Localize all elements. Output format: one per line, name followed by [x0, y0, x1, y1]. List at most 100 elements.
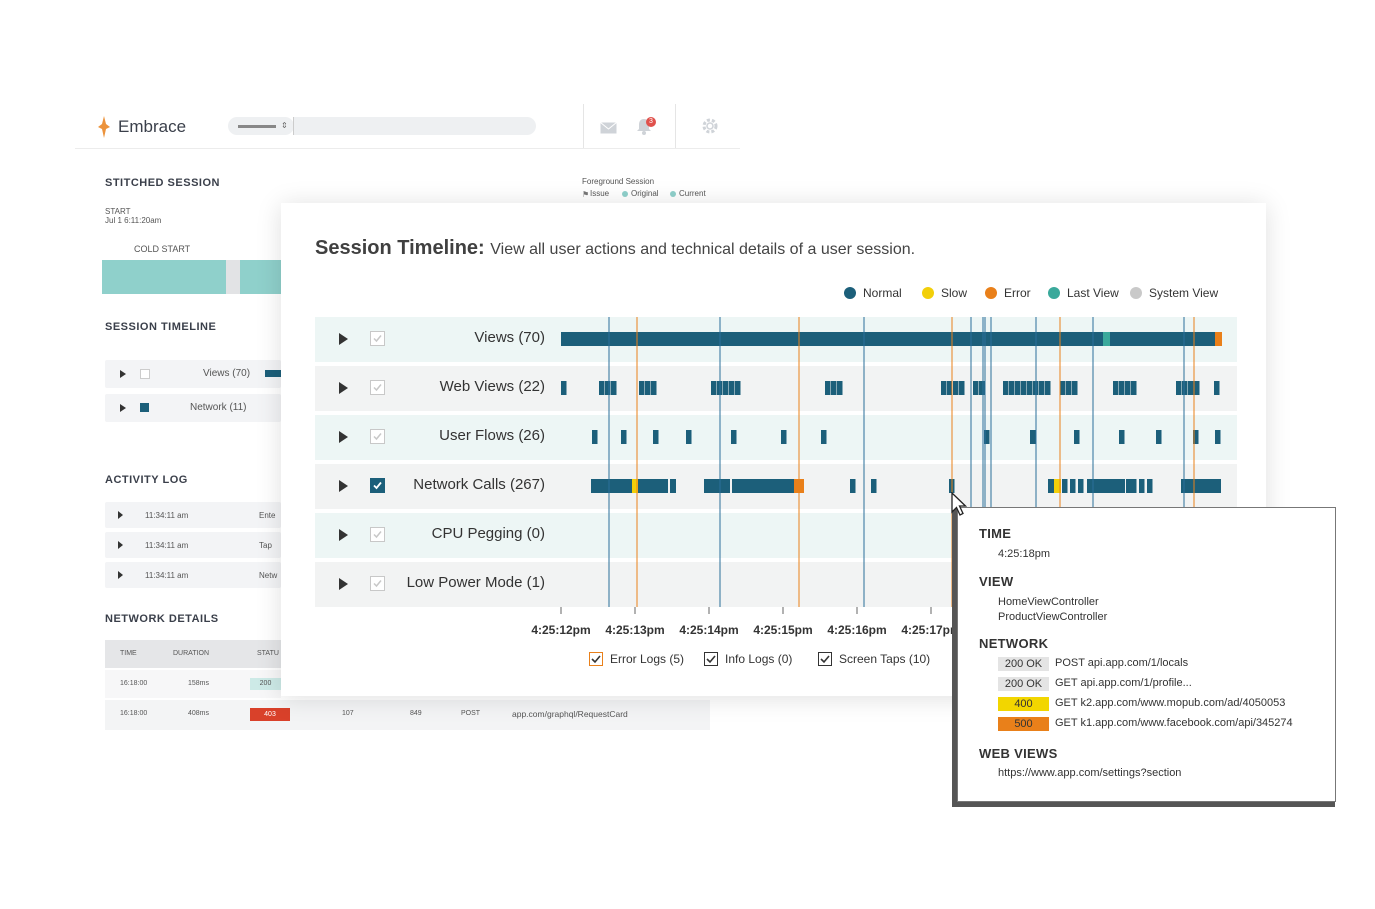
- timeline-event-bar: [732, 479, 794, 493]
- timeline-event-bar: [591, 479, 633, 493]
- timeline-event-bar: [1125, 381, 1131, 395]
- panel-title-bold: Session Timeline:: [315, 237, 485, 259]
- timeline-event-bar: [1194, 381, 1200, 395]
- timeline-event-bar: [1131, 381, 1137, 395]
- expand-icon[interactable]: [118, 571, 123, 579]
- row-checkbox[interactable]: [370, 527, 385, 542]
- legend-current: Current: [679, 189, 706, 198]
- legend-label: Normal: [863, 286, 902, 300]
- timeline-event-bar: [831, 381, 837, 395]
- legend-label: Last View: [1067, 286, 1119, 300]
- app-selector[interactable]: ⇕: [228, 117, 294, 135]
- timeline-event-bar: [561, 332, 1216, 346]
- network-call-line: GET k1.app.com/www.facebook.com/api/3452…: [1055, 717, 1293, 729]
- row-checkbox[interactable]: [370, 380, 385, 395]
- bg-timeline-row[interactable]: Views (70): [105, 360, 281, 388]
- activity-row[interactable]: 11:34:11 am Tap: [105, 532, 281, 558]
- last-view-dot-icon: [1048, 287, 1060, 299]
- row-checkbox[interactable]: [370, 331, 385, 346]
- timeline-event-bar: [973, 381, 979, 395]
- cell-c4: 107: [342, 710, 354, 717]
- timeline-event-bar: [611, 381, 617, 395]
- row-label: User Flows (26): [439, 427, 545, 444]
- start-label: START: [105, 207, 131, 216]
- timeline-event-bar: [592, 430, 598, 444]
- timeline-event-bar: [850, 479, 856, 493]
- toggle-error-logs[interactable]: Error Logs (5): [589, 652, 684, 666]
- toggle-info-logs[interactable]: Info Logs (0): [704, 652, 792, 666]
- time-axis-label: 4:25:12pm: [531, 623, 590, 637]
- status-badge: 200 OK: [998, 657, 1049, 671]
- network-table-row[interactable]: 16:18:00 408ms 403 107 849 POST app.com/…: [105, 700, 710, 730]
- expand-arrow-icon[interactable]: [339, 578, 348, 590]
- row-label: Web Views (22): [439, 378, 545, 395]
- timeline-event-bar: [1215, 332, 1222, 346]
- toggle-label: Screen Taps (10): [839, 652, 931, 666]
- row-checkbox[interactable]: [370, 429, 385, 444]
- checkbox-checked[interactable]: [818, 652, 832, 666]
- session-timeline-heading: SESSION TIMELINE: [105, 321, 217, 333]
- expand-arrow-icon[interactable]: [339, 333, 348, 345]
- header-bottom-border: [75, 148, 740, 149]
- tooltip-web-view-item: https://www.app.com/settings?section: [998, 767, 1182, 779]
- network-table-row[interactable]: 16:18:00 158ms 200: [105, 670, 281, 698]
- timeline-event-bar: [953, 381, 959, 395]
- legend-system-view: System View: [1130, 286, 1218, 300]
- slow-dot-icon: [922, 287, 934, 299]
- timeline-canvas[interactable]: 4:25:12pm 4:25:13pm 4:25:14pm 4:25:15pm 4:25…: [281, 203, 1266, 643]
- bg-timeline-row[interactable]: Network (11): [105, 394, 281, 422]
- timeline-event-bar: [1021, 381, 1027, 395]
- status-badge: 403: [250, 708, 290, 721]
- row-checkbox-checked[interactable]: [370, 478, 385, 493]
- timeline-event-bar: [1119, 430, 1125, 444]
- tooltip-time-value: 4:25:18pm: [998, 548, 1050, 560]
- activity-time: 11:34:11 am: [145, 511, 189, 520]
- timeline-event-bar: [711, 381, 717, 395]
- gear-icon[interactable]: [700, 116, 720, 136]
- status-badge: 500: [998, 717, 1049, 731]
- expand-icon[interactable]: [118, 541, 123, 549]
- expand-arrow-icon[interactable]: [339, 529, 348, 541]
- timeline-event-bar: [1126, 479, 1132, 493]
- toggle-screen-taps[interactable]: Screen Taps (10): [818, 652, 930, 666]
- mail-icon[interactable]: [600, 121, 617, 134]
- checkbox[interactable]: [140, 369, 150, 379]
- timeline-event-bar: [1176, 381, 1182, 395]
- expand-icon[interactable]: [118, 511, 123, 519]
- row-checkbox[interactable]: [370, 576, 385, 591]
- expand-icon[interactable]: [120, 404, 126, 412]
- timeline-event-bar: [605, 381, 611, 395]
- checkbox-checked[interactable]: [589, 652, 603, 666]
- status-badge: 200: [250, 678, 281, 690]
- checkbox-checked[interactable]: [704, 652, 718, 666]
- timeline-event-bar: [1066, 381, 1072, 395]
- expand-arrow-icon[interactable]: [339, 382, 348, 394]
- activity-row[interactable]: 11:34:11 am Ente: [105, 502, 281, 528]
- timeline-row-user-flows[interactable]: User Flows (26): [315, 415, 1237, 460]
- timeline-event-bar: [1113, 381, 1119, 395]
- activity-row[interactable]: 11:34:11 am Netw: [105, 562, 281, 588]
- timeline-event-bar: [821, 430, 827, 444]
- error-dot-icon: [985, 287, 997, 299]
- timeline-event-bar: [1070, 479, 1076, 493]
- timeline-event-bar: [1214, 381, 1220, 395]
- timeline-event-bar: [941, 381, 947, 395]
- timeline-event-bar: [871, 479, 877, 493]
- timeline-event-bar: [1078, 479, 1084, 493]
- expand-arrow-icon[interactable]: [339, 480, 348, 492]
- timeline-row-web-views[interactable]: Web Views (22): [315, 366, 1237, 411]
- expand-arrow-icon[interactable]: [339, 431, 348, 443]
- network-call-line: POST api.app.com/1/locals: [1055, 657, 1189, 669]
- timeline-event-bar: [670, 479, 676, 493]
- search-input[interactable]: [293, 117, 536, 135]
- cold-start-label: COLD START: [134, 244, 191, 254]
- timeline-event-bar: [731, 430, 737, 444]
- activity-time: 11:34:11 am: [145, 541, 189, 550]
- tooltip-view-item: ProductViewController: [998, 611, 1108, 623]
- row-label: Network Calls (267): [413, 476, 545, 493]
- timeline-event-bar: [1003, 381, 1009, 395]
- timeline-event-bar: [561, 381, 567, 395]
- checkbox-checked[interactable]: [140, 403, 149, 412]
- expand-icon[interactable]: [120, 370, 126, 378]
